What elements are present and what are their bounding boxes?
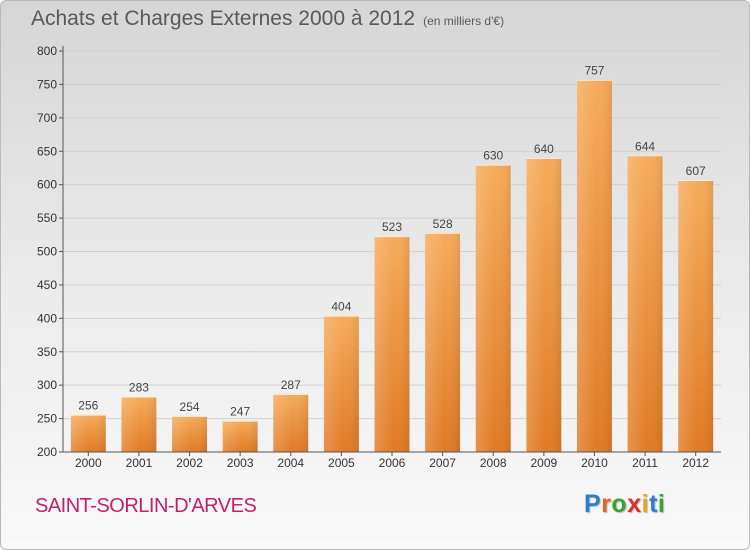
- data-label-2007: 528: [433, 217, 453, 231]
- data-label-2001: 283: [129, 381, 149, 395]
- y-tick-label: 200: [37, 445, 57, 459]
- y-tick-label: 650: [37, 144, 57, 158]
- y-tick-label: 350: [37, 345, 57, 359]
- chart-unit: (en milliers d'€): [423, 14, 505, 28]
- bar-shade-2001: [121, 396, 157, 452]
- y-tick-label: 400: [37, 311, 57, 325]
- y-tick-label: 450: [37, 278, 57, 292]
- x-tick-label-2002: 2002: [176, 456, 203, 470]
- x-tick-label-2010: 2010: [581, 456, 608, 470]
- y-tick-label: 300: [37, 378, 57, 392]
- x-tick-label-2008: 2008: [480, 456, 507, 470]
- data-label-2009: 640: [534, 142, 554, 156]
- logo-letter: r: [601, 490, 612, 518]
- logo-letter: i: [641, 490, 650, 518]
- y-tick-label: 800: [37, 44, 57, 58]
- data-label-2011: 644: [635, 139, 655, 153]
- bar-shade-2011: [627, 155, 663, 452]
- data-label-2003: 247: [230, 405, 250, 419]
- x-tick-label-2009: 2009: [530, 456, 557, 470]
- bar-shade-2005: [323, 315, 359, 452]
- place-name: SAINT-SORLIN-D'ARVES: [35, 495, 257, 517]
- chart-title: Achats et Charges Externes 2000 à 2012: [31, 7, 416, 30]
- logo-letter: P: [584, 490, 602, 518]
- bar-shade-2004: [273, 393, 309, 452]
- data-label-2006: 523: [382, 220, 402, 234]
- y-tick-label: 600: [37, 178, 57, 192]
- y-tick-label: 750: [37, 77, 57, 91]
- proxiti-logo[interactable]: Proxiti: [584, 490, 665, 519]
- data-label-2005: 404: [331, 300, 351, 314]
- y-tick-label: 700: [37, 111, 57, 125]
- x-tick-label-2000: 2000: [75, 456, 102, 470]
- x-tick-label-2004: 2004: [277, 456, 304, 470]
- logo-letter: x: [627, 490, 642, 518]
- bar-shade-2010: [576, 79, 612, 452]
- bar-shade-2006: [374, 236, 410, 452]
- bar-shade-2003: [222, 420, 258, 452]
- bar-shade-2012: [678, 179, 714, 452]
- logo-letter: o: [611, 490, 628, 518]
- data-label-2000: 256: [78, 399, 98, 413]
- chart-title-row: Achats et Charges Externes 2000 à 2012 (e…: [31, 7, 504, 31]
- x-tick-label-2011: 2011: [632, 456, 658, 470]
- x-tick-label-2006: 2006: [379, 456, 406, 470]
- bar-shade-2008: [475, 164, 511, 452]
- bar-shade-2009: [526, 157, 562, 452]
- bar-shade-2007: [425, 232, 461, 452]
- y-tick-label: 550: [37, 211, 57, 225]
- x-tick-label-2012: 2012: [682, 456, 709, 470]
- data-label-2004: 287: [281, 378, 301, 392]
- data-label-2008: 630: [483, 149, 503, 163]
- data-label-2002: 254: [180, 400, 200, 414]
- data-label-2010: 757: [584, 64, 604, 78]
- logo-letter: i: [657, 490, 666, 518]
- data-label-2012: 607: [686, 164, 706, 178]
- x-tick-label-2007: 2007: [429, 456, 456, 470]
- bar-shade-2002: [172, 415, 208, 452]
- logo-letter: t: [649, 490, 658, 518]
- y-tick-label: 250: [37, 412, 57, 426]
- y-tick-label: 500: [37, 245, 57, 259]
- bar-shade-2000: [70, 414, 106, 452]
- x-tick-label-2001: 2001: [126, 456, 153, 470]
- x-tick-label-2003: 2003: [227, 456, 254, 470]
- x-tick-label-2005: 2005: [328, 456, 355, 470]
